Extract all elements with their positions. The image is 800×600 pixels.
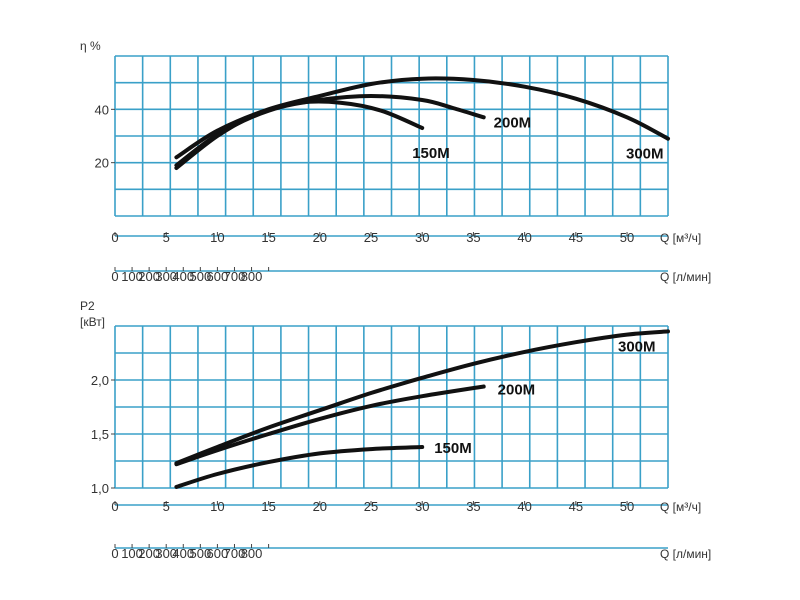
- chart1-x2-tick-label: 500: [189, 269, 211, 284]
- chart2-x2-tick-label: 600: [207, 546, 229, 561]
- chart1-x-tick-label: 50: [620, 230, 634, 245]
- chart1-x2-axis-label: Q [л/мин]: [660, 270, 711, 284]
- chart1-grid: [114, 55, 669, 217]
- chart2-series-300M-label: 300M: [618, 338, 656, 355]
- chart1-x-tick-label: 30: [415, 230, 429, 245]
- chart2-x2-tick-label: 400: [172, 546, 194, 561]
- chart2-y-tick-label: 2,0: [91, 373, 109, 388]
- chart1-y-axis-label: η %: [80, 39, 101, 53]
- chart1-y-tick-label: 40: [95, 102, 109, 117]
- chart2-y-tick-label: 1,0: [91, 481, 109, 496]
- chart2-x2-tick-label: 500: [189, 546, 211, 561]
- chart2-x-tick-label: 5: [163, 499, 170, 514]
- chart2-y-axis-label-line1: P2: [80, 299, 95, 313]
- chart2-x-tick-label: 40: [517, 499, 531, 514]
- chart2-x-tick-label: 15: [261, 499, 275, 514]
- chart2-x2-tick-label: 200: [138, 546, 160, 561]
- chart2-y-axis-label-line2: [кВт]: [80, 315, 105, 329]
- chart1-x2-tick-label: 800: [241, 269, 263, 284]
- chart2-grid: [114, 325, 669, 489]
- chart2-x2-tick-label: 100: [121, 546, 143, 561]
- chart1-series-200M-label: 200M: [494, 114, 532, 131]
- chart1-x2-tick-label: 200: [138, 269, 160, 284]
- chart2-x-tick-label: 10: [210, 499, 224, 514]
- chart1-x-tick-label: 20: [313, 230, 327, 245]
- chart1-x2-tick-label: 100: [121, 269, 143, 284]
- chart2-x2-tick-label: 0: [111, 546, 118, 561]
- chart2-x2-tick-label: 800: [241, 546, 263, 561]
- chart2-series-200M-label: 200M: [498, 381, 536, 398]
- chart1-x-axis-label: Q [м³/ч]: [660, 231, 701, 245]
- chart2-x2-tick-label: 700: [224, 546, 246, 561]
- chart2-x-tick-label: 30: [415, 499, 429, 514]
- chart1-x2-tick-label: 400: [172, 269, 194, 284]
- chart2-series-300M-line: [174, 329, 670, 466]
- chart1-series-200M-line: [174, 93, 486, 168]
- chart1-x-tick-label: 15: [261, 230, 275, 245]
- chart1-x2-tick-label: 600: [207, 269, 229, 284]
- chart2-x-tick-label: 50: [620, 499, 634, 514]
- chart1-x-tick-label: 0: [111, 230, 118, 245]
- chart1-x2-tick-label: 0: [111, 269, 118, 284]
- chart2-series-150M-line: [174, 445, 425, 489]
- chart2-x2-axis-label: Q [л/мин]: [660, 547, 711, 561]
- chart2-x2-tick-label: 300: [155, 546, 177, 561]
- chart2-y-tick-label: 1,5: [91, 427, 109, 442]
- chart1-series-300M-line: [174, 76, 670, 160]
- chart1-x-tick-label: 10: [210, 230, 224, 245]
- chart2-x-tick-label: 35: [466, 499, 480, 514]
- chart2-x-tick-label: 20: [313, 499, 327, 514]
- chart1-y-tick-label: 20: [95, 156, 109, 171]
- chart1-x-tick-label: 35: [466, 230, 480, 245]
- chart1-series-150M-label: 150M: [412, 145, 450, 162]
- chart2-series-150M-label: 150M: [434, 440, 472, 457]
- chart1-x-tick-label: 40: [517, 230, 531, 245]
- chart1-series-300M-label: 300M: [626, 146, 664, 163]
- chart1-x2-tick-label: 300: [155, 269, 177, 284]
- chart1-x-tick-label: 25: [364, 230, 378, 245]
- chart1-x-tick-label: 5: [163, 230, 170, 245]
- chart2-series-200M-line: [174, 384, 486, 467]
- chart2-x-axis-label: Q [м³/ч]: [660, 500, 701, 514]
- chart1-x2-tick-label: 700: [224, 269, 246, 284]
- chart2-x-tick-label: 45: [569, 499, 583, 514]
- chart2-x-tick-label: 0: [111, 499, 118, 514]
- chart1-x-tick-label: 45: [569, 230, 583, 245]
- chart2-x-tick-label: 25: [364, 499, 378, 514]
